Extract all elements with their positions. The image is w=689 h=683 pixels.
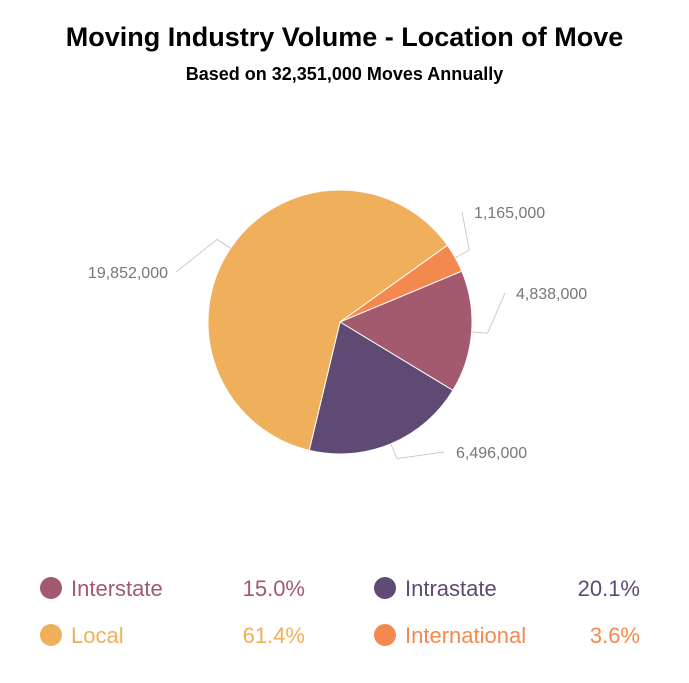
legend-label-international: International xyxy=(405,623,527,648)
legend-percent-international: 3.6% xyxy=(589,623,640,648)
connector-local xyxy=(175,238,231,273)
legend-percent-interstate: 15.0% xyxy=(242,576,305,601)
connector-intrastate xyxy=(390,443,445,460)
legend-swatch-international xyxy=(374,624,396,646)
legend-swatch-interstate xyxy=(40,577,62,599)
legend-label-local: Local xyxy=(71,623,124,648)
chart-title: Moving Industry Volume - Location of Mov… xyxy=(65,22,624,52)
legend-percent-intrastate: 20.1% xyxy=(577,576,640,601)
data-label-intrastate: 6,496,000 xyxy=(456,445,527,462)
pie-slice-interstate[interactable] xyxy=(338,270,473,392)
data-label-local: 19,852,000 xyxy=(88,265,168,282)
legend-label-interstate: Interstate xyxy=(71,576,163,601)
connector-interstate xyxy=(471,292,506,334)
legend-swatch-intrastate xyxy=(374,577,396,599)
chart-subtitle: Based on 32,351,000 Moves Annually xyxy=(185,64,504,84)
legend-swatch-local xyxy=(40,624,62,646)
legend-percent-local: 61.4% xyxy=(242,623,305,648)
legend-item-intrastate[interactable]: Intrastate 20.1% xyxy=(374,572,640,604)
legend-label-intrastate: Intrastate xyxy=(405,576,497,601)
connector-international xyxy=(455,211,470,259)
data-label-interstate: 4,838,000 xyxy=(516,286,587,303)
legend-item-local[interactable]: Local 61.4% xyxy=(40,619,305,651)
data-label-international: 1,165,000 xyxy=(474,205,545,222)
legend-item-interstate[interactable]: Interstate 15.0% xyxy=(40,572,305,604)
legend-item-international[interactable]: International 3.6% xyxy=(374,619,640,651)
